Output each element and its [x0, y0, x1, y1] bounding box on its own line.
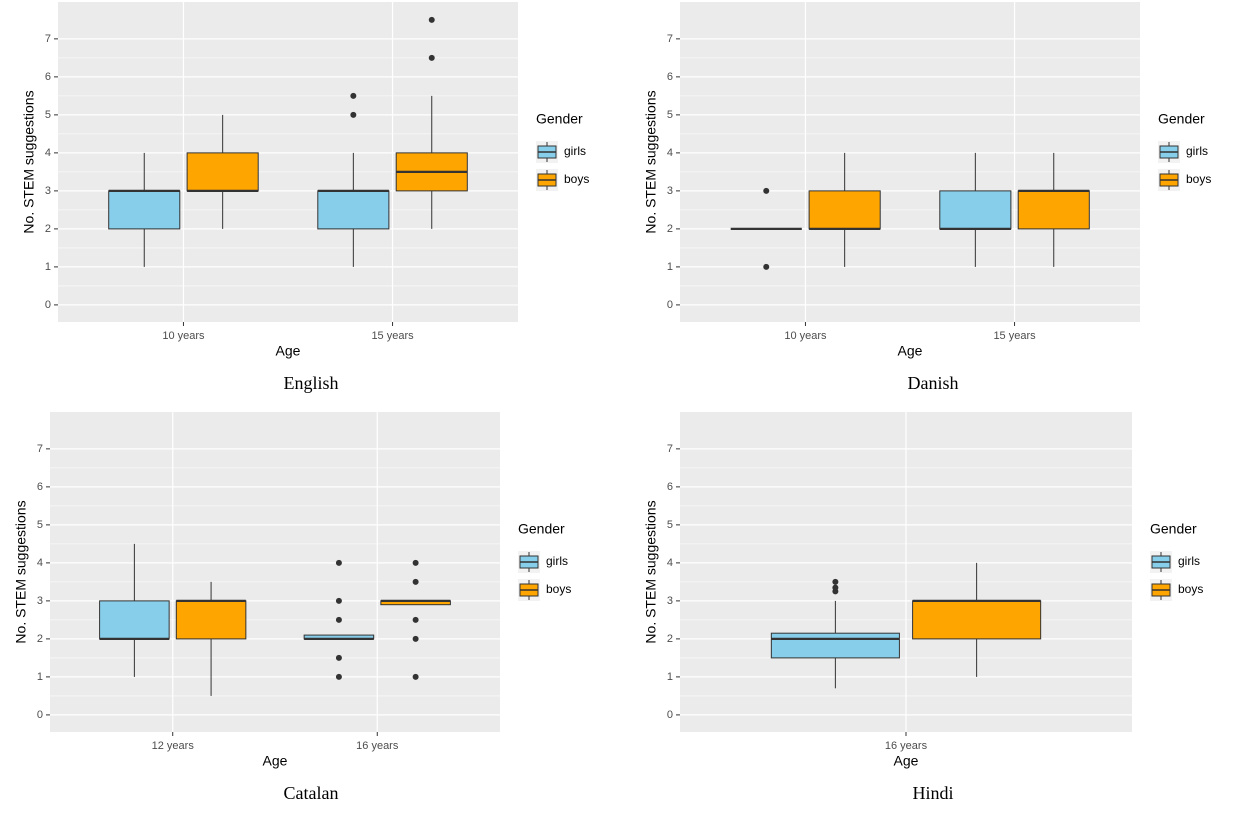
box [99, 600, 170, 640]
y-tick-label: 6 [45, 71, 51, 83]
box [186, 152, 259, 192]
x-axis-title: Age [894, 753, 919, 769]
y-tick-label: 5 [45, 109, 51, 121]
y-tick-label: 1 [667, 671, 673, 683]
y-tick-label: 3 [667, 595, 673, 607]
outlier [335, 559, 342, 566]
legend-label: girls [1186, 144, 1208, 158]
y-axis-title: No. STEM suggestions [643, 90, 659, 233]
y-tick-label: 5 [667, 519, 673, 531]
outlier [412, 616, 419, 623]
y-tick-label: 3 [45, 185, 51, 197]
legend-label: boys [564, 172, 589, 186]
y-tick-label: 1 [667, 261, 673, 273]
box [108, 190, 181, 230]
outlier [428, 16, 435, 23]
y-tick-label: 0 [37, 709, 43, 721]
panel: 0 1 2 3 4 5 6 7 10 years 15 years Age No. STEM sugg… [21, 2, 589, 393]
y-tick-label: 3 [667, 185, 673, 197]
y-tick-label: 2 [37, 633, 43, 645]
box [770, 632, 900, 659]
y-tick-label: 6 [667, 71, 673, 83]
box [808, 190, 881, 230]
outlier [763, 187, 770, 194]
panel-caption: Danish [908, 373, 959, 393]
y-tick-label: 0 [667, 299, 673, 311]
outlier [428, 54, 435, 61]
y-tick-label: 4 [37, 557, 43, 569]
box [1017, 190, 1090, 230]
outlier [350, 92, 357, 99]
outlier [412, 673, 419, 680]
outlier [763, 263, 770, 270]
outlier [832, 578, 839, 585]
y-tick-label: 4 [667, 147, 673, 159]
panel-caption: Catalan [284, 783, 339, 803]
y-tick-label: 4 [45, 147, 51, 159]
legend-label: girls [1178, 554, 1200, 568]
y-tick-label: 7 [45, 33, 51, 45]
x-axis-title: Age [898, 343, 923, 359]
x-tick-label: 15 years [993, 330, 1036, 342]
x-tick-label: 12 years [152, 740, 195, 752]
y-tick-label: 2 [667, 633, 673, 645]
outlier [335, 673, 342, 680]
y-tick-label: 6 [667, 481, 673, 493]
y-tick-label: 4 [667, 557, 673, 569]
y-axis-title: No. STEM suggestions [21, 90, 37, 233]
outlier [335, 616, 342, 623]
legend-label: boys [1186, 172, 1211, 186]
x-axis-title: Age [263, 753, 288, 769]
plot-background [680, 2, 1140, 322]
y-axis-title: No. STEM suggestions [643, 500, 659, 643]
outlier [412, 578, 419, 585]
y-tick-label: 7 [667, 443, 673, 455]
x-tick-label: 16 years [885, 740, 928, 752]
box [912, 600, 1042, 640]
y-axis-title: No. STEM suggestions [13, 500, 29, 643]
panel: 0 1 2 3 4 5 6 7 10 years 15 years Age No. STEM sugg… [643, 2, 1211, 393]
outlier [350, 111, 357, 118]
y-tick-label: 6 [37, 481, 43, 493]
y-tick-label: 0 [45, 299, 51, 311]
legend-label: girls [564, 144, 586, 158]
x-tick-label: 15 years [371, 330, 414, 342]
y-tick-label: 2 [45, 223, 51, 235]
y-tick-label: 1 [37, 671, 43, 683]
y-tick-label: 1 [45, 261, 51, 273]
outlier [335, 654, 342, 661]
box [317, 190, 390, 230]
box [175, 600, 247, 640]
y-tick-label: 0 [667, 709, 673, 721]
outlier [335, 597, 342, 604]
x-tick-label: 10 years [162, 330, 205, 342]
panel-caption: English [283, 373, 338, 393]
y-tick-label: 5 [37, 519, 43, 531]
y-tick-label: 5 [667, 109, 673, 121]
plot-background [50, 412, 500, 732]
x-tick-label: 10 years [784, 330, 827, 342]
legend-title: Gender [536, 111, 583, 127]
x-tick-label: 16 years [356, 740, 399, 752]
y-tick-label: 3 [37, 595, 43, 607]
legend-title: Gender [518, 521, 565, 537]
y-tick-label: 7 [37, 443, 43, 455]
box [939, 190, 1012, 230]
outlier [412, 635, 419, 642]
panel-caption: Hindi [912, 783, 953, 803]
x-axis-title: Age [276, 343, 301, 359]
y-tick-label: 2 [667, 223, 673, 235]
legend-title: Gender [1150, 521, 1197, 537]
legend-label: boys [546, 582, 571, 596]
outlier [412, 559, 419, 566]
y-tick-label: 7 [667, 33, 673, 45]
legend-label: girls [546, 554, 568, 568]
legend-title: Gender [1158, 111, 1205, 127]
outlier [832, 584, 839, 591]
panel: 0 1 2 3 4 5 6 7 12 years 16 years Age No. STEM sugg… [13, 412, 571, 803]
legend-label: boys [1178, 582, 1203, 596]
